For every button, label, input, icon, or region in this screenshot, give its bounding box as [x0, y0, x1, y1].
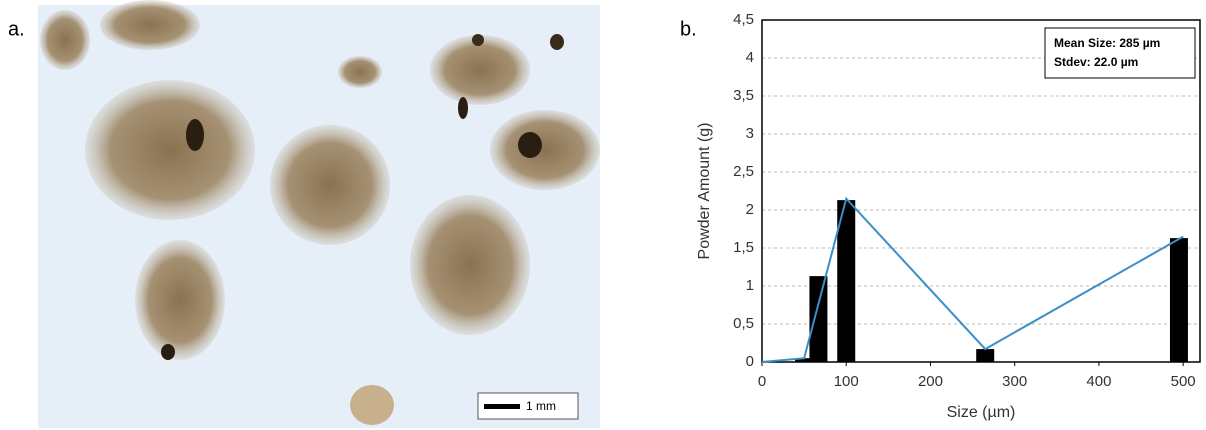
particle — [350, 385, 394, 425]
annotation: Stdev: 22.0 µm — [1054, 55, 1138, 69]
x-tick-label: 0 — [758, 373, 766, 390]
x-tick-label: 400 — [1086, 373, 1111, 390]
particle-cluster — [135, 240, 225, 360]
y-tick-label: 1 — [746, 277, 754, 294]
panel-label: a. — [8, 18, 25, 40]
annotation: Mean Size: 285 µm — [1054, 36, 1160, 50]
particle-cluster — [100, 0, 200, 50]
bar — [976, 349, 995, 362]
line-series — [761, 196, 1184, 363]
bar — [837, 200, 856, 362]
plot-area: 0 0,5 1 1,5 2 2,5 3 3,5 4 4,5 0 100 200 300 400 500 — [733, 11, 1201, 390]
y-tick-label: 3 — [746, 125, 754, 142]
scale-bar — [484, 404, 520, 409]
particle-cluster — [430, 35, 530, 105]
particle-cluster — [270, 125, 390, 245]
y-tick-label: 4,5 — [733, 11, 754, 28]
particle — [472, 34, 484, 46]
micrograph: 1 mm — [38, 0, 600, 428]
y-tick-label: 0 — [746, 353, 754, 370]
bar — [1169, 238, 1188, 362]
x-tick-label: 100 — [834, 373, 859, 390]
x-tick-label: 300 — [1002, 373, 1027, 390]
y-tick-label: 3,5 — [733, 87, 754, 104]
particle — [458, 97, 468, 119]
y-tick-label: 0,5 — [733, 315, 754, 332]
annotation-box — [1044, 27, 1196, 79]
particle — [550, 34, 564, 50]
particle — [186, 119, 204, 151]
panel-label: b. — [680, 18, 697, 40]
y-tick-label: 1,5 — [733, 239, 754, 256]
x-tick-label: 200 — [918, 373, 943, 390]
y-tick-label: 2 — [746, 201, 754, 218]
bar — [795, 358, 814, 362]
bar — [809, 276, 828, 362]
x-tick-label: 500 — [1171, 373, 1196, 390]
scale-bar-label: 1 mm — [526, 399, 556, 413]
particle-cluster — [85, 80, 255, 220]
particle-cluster — [40, 10, 90, 70]
y-tick-label: 2,5 — [733, 163, 754, 180]
particle — [161, 344, 175, 360]
y-axis-label: Powder Amount (g) — [696, 123, 713, 260]
particle-cluster — [410, 195, 530, 335]
particle-cluster — [338, 56, 382, 88]
x-axis-label: Size (µm) — [947, 404, 1016, 421]
y-tick-label: 4 — [746, 49, 754, 66]
particle-cluster — [490, 110, 600, 190]
particle — [518, 132, 542, 158]
